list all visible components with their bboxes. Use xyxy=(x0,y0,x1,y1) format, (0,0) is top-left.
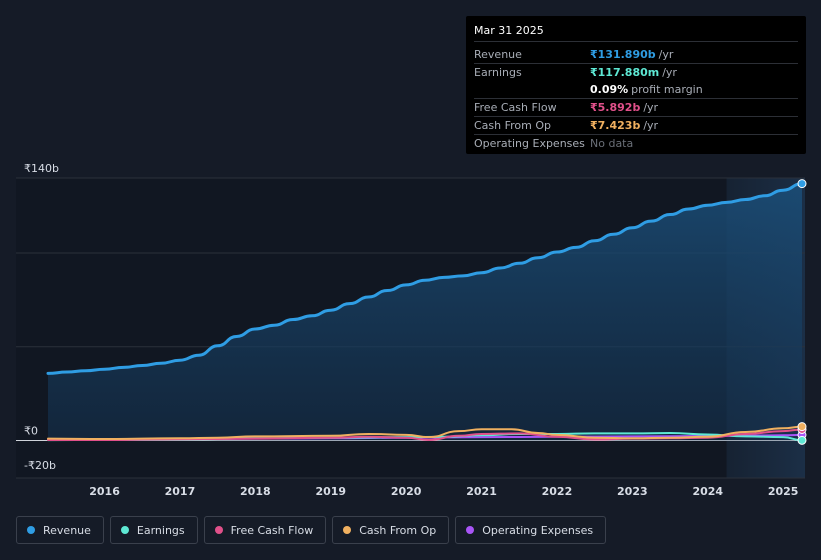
legend-label-free-cash-flow: Free Cash Flow xyxy=(230,523,314,537)
legend-dot-earnings xyxy=(120,526,129,534)
legend-dot-operating-expenses xyxy=(466,526,475,534)
area-layer xyxy=(48,183,802,441)
series-area-revenue xyxy=(48,183,802,441)
tooltip-value-earnings: ₹117.880m/yr xyxy=(590,66,677,79)
x-axis-labels: 2016 2017 2018 2019 2020 2021 2022 2023 2024 2025 xyxy=(89,485,798,498)
series-end-dots xyxy=(797,179,807,445)
tooltip-value-free-cash-flow: ₹5.892b/yr xyxy=(590,101,658,114)
series-line-revenue xyxy=(46,182,804,375)
tooltip-label-free-cash-flow: Free Cash Flow xyxy=(474,101,557,114)
x-tick-label: 2025 xyxy=(768,485,799,498)
series-end-dot-revenue xyxy=(797,179,807,189)
x-tick-label: 2020 xyxy=(391,485,422,498)
series-end-dot-cash-from-op xyxy=(797,422,807,432)
tooltip-row-earnings: Earnings ₹117.880m/yr xyxy=(474,64,798,81)
x-tick-label: 2023 xyxy=(617,485,648,498)
tooltip-label-revenue: Revenue xyxy=(474,48,522,61)
tooltip-value-earnings-suffix: /yr xyxy=(662,66,677,79)
tooltip-value-profit-margin-amount: 0.09% xyxy=(590,83,629,96)
legend-label-operating-expenses: Operating Expenses xyxy=(482,523,594,537)
y-tick-label: ₹140b xyxy=(24,162,59,175)
tooltip-date: Mar 31 2025 xyxy=(474,24,798,42)
series-line-cash-from-op xyxy=(47,425,803,440)
x-tick-label: 2017 xyxy=(165,485,196,498)
y-tick-label: -₹20b xyxy=(24,459,56,472)
tooltip-value-cash-from-op-suffix: /yr xyxy=(643,119,659,132)
tooltip-value-operating-expenses: No data xyxy=(590,137,634,150)
legend-item-free-cash-flow[interactable]: Free Cash Flow xyxy=(203,516,327,544)
legend-label-cash-from-op: Cash From Op xyxy=(359,523,437,537)
tooltip-label-operating-expenses: Operating Expenses xyxy=(474,137,585,150)
legend-label-revenue: Revenue xyxy=(43,523,91,537)
series-end-dot-earnings xyxy=(797,435,807,445)
y-axis-labels: ₹140b ₹0 -₹20b xyxy=(24,162,59,472)
tooltip-value-free-cash-flow-amount: ₹5.892b xyxy=(590,101,641,114)
tooltip-value-revenue: ₹131.890b/yr xyxy=(590,48,673,61)
tooltip-value-free-cash-flow-suffix: /yr xyxy=(643,101,659,114)
tooltip-value-revenue-suffix: /yr xyxy=(658,48,674,61)
tooltip-value-profit-margin-suffix: profit margin xyxy=(631,83,703,96)
y-tick-label: ₹0 xyxy=(24,425,38,438)
tooltip-label-cash-from-op: Cash From Op xyxy=(474,119,552,132)
legend-item-revenue[interactable]: Revenue xyxy=(16,516,104,544)
tooltip-row-revenue: Revenue ₹131.890b/yr xyxy=(474,46,798,64)
tooltip-row-cash-from-op: Cash From Op ₹7.423b/yr xyxy=(474,117,798,135)
x-tick-label: 2022 xyxy=(542,485,573,498)
chart-legend: Revenue Earnings Free Cash Flow Cash Fro… xyxy=(16,516,607,546)
tooltip-row-free-cash-flow: Free Cash Flow ₹5.892b/yr xyxy=(474,99,798,117)
legend-dot-free-cash-flow xyxy=(214,526,223,534)
tooltip-value-cash-from-op-amount: ₹7.423b xyxy=(590,119,641,132)
data-tooltip: Mar 31 2025 Revenue ₹131.890b/yr Earning… xyxy=(466,16,806,154)
x-tick-label: 2016 xyxy=(89,485,120,498)
x-tick-label: 2024 xyxy=(692,485,723,498)
tooltip-value-revenue-amount: ₹131.890b xyxy=(590,48,656,61)
tooltip-row-operating-expenses: Operating Expenses No data xyxy=(474,135,798,152)
tooltip-label-earnings: Earnings xyxy=(474,66,522,79)
tooltip-value-profit-margin: 0.09% profit margin xyxy=(590,83,703,96)
x-tick-label: 2021 xyxy=(466,485,497,498)
tooltip-row-profit-margin: 0.09% profit margin xyxy=(474,81,798,99)
x-tick-label: 2019 xyxy=(315,485,346,498)
x-tick-label: 2018 xyxy=(240,485,271,498)
legend-item-operating-expenses[interactable]: Operating Expenses xyxy=(455,516,607,544)
legend-dot-revenue xyxy=(27,526,35,534)
legend-dot-cash-from-op xyxy=(343,526,352,534)
legend-label-earnings: Earnings xyxy=(136,523,185,537)
series-lines xyxy=(46,182,804,442)
tooltip-value-earnings-amount: ₹117.880m xyxy=(590,66,660,79)
legend-item-cash-from-op[interactable]: Cash From Op xyxy=(332,516,450,544)
tooltip-value-cash-from-op: ₹7.423b/yr xyxy=(590,119,658,132)
legend-item-earnings[interactable]: Earnings xyxy=(109,516,198,544)
